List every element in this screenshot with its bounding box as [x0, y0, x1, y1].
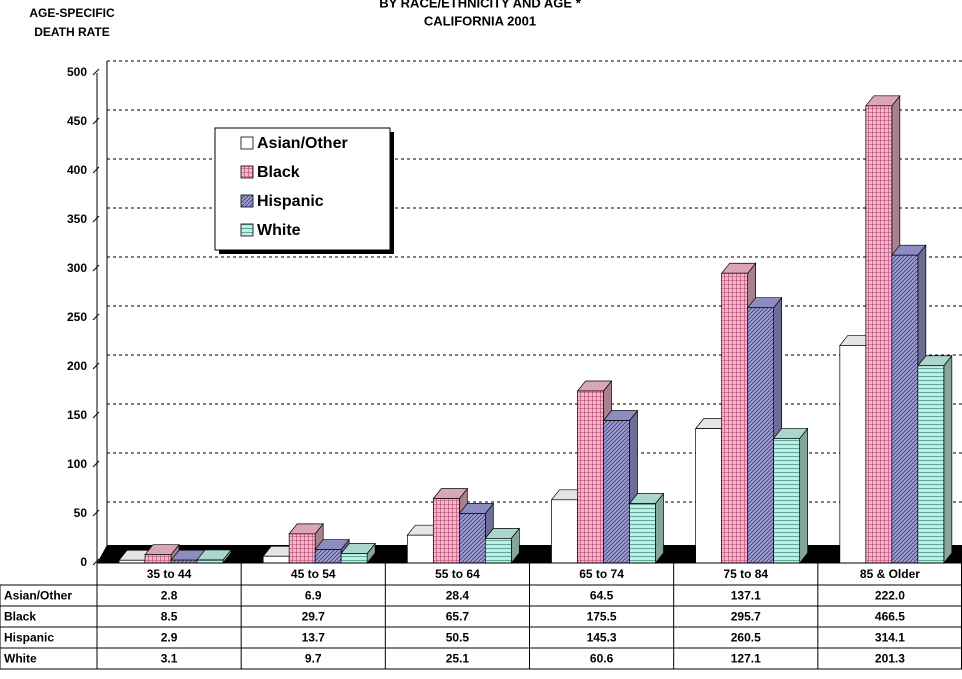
table-cell: 13.7: [302, 631, 326, 645]
x-tick-label: 85 & Older: [860, 567, 920, 581]
bar: [340, 553, 368, 564]
bar: [577, 390, 604, 564]
bar: [721, 272, 749, 564]
y-tick-label: 50: [74, 506, 88, 520]
legend-label: Asian/Other: [257, 135, 348, 152]
y-tick-label: 450: [67, 114, 87, 128]
y-tick-label: 350: [67, 212, 87, 226]
tick-mark: [92, 215, 100, 223]
x-tick-label: 55 to 64: [435, 567, 480, 581]
tick-mark: [92, 68, 100, 76]
table-row-label: White: [4, 652, 37, 666]
bar: [917, 365, 945, 564]
table-cell: 222.0: [875, 589, 905, 603]
legend-swatch: [240, 223, 254, 237]
table-cell: 29.7: [302, 610, 326, 624]
table-cell: 60.6: [590, 652, 614, 666]
chart-subtitle: CALIFORNIA 2001: [424, 13, 536, 28]
table-cell: 6.9: [305, 589, 322, 603]
y-tick-label: 100: [67, 457, 87, 471]
bar-side: [799, 427, 809, 564]
table-cell: 2.8: [161, 589, 178, 603]
bar: [747, 307, 775, 564]
x-tick-label: 45 to 54: [291, 567, 336, 581]
bar: [695, 428, 723, 564]
x-tick-label: 75 to 84: [723, 567, 768, 581]
y-tick-label: 400: [67, 163, 87, 177]
table-cell: 314.1: [875, 631, 905, 645]
legend-swatch: [240, 194, 254, 208]
bar: [288, 533, 316, 564]
tick-mark: [92, 411, 100, 419]
tick-mark: [92, 313, 100, 321]
table-cell: 28.4: [446, 589, 470, 603]
table-row-label: Black: [4, 610, 36, 624]
bar: [629, 503, 656, 564]
table-cell: 3.1: [161, 652, 178, 666]
tick-mark: [92, 558, 100, 566]
table-cell: 260.5: [731, 631, 761, 645]
table-cell: 175.5: [587, 610, 617, 624]
bar: [551, 499, 578, 564]
legend-label: Hispanic: [257, 193, 324, 210]
table-cell: 201.3: [875, 652, 905, 666]
bar: [314, 549, 342, 564]
bar: [262, 555, 290, 564]
tick-mark: [92, 264, 100, 272]
bar: [865, 105, 893, 564]
bar: [406, 534, 434, 564]
bar: [891, 254, 919, 564]
tick-mark: [92, 509, 100, 517]
tick-mark: [92, 460, 100, 468]
tick-mark: [92, 166, 100, 174]
bar-side: [655, 492, 664, 564]
table-cell: 65.7: [446, 610, 470, 624]
legend-swatch: [240, 165, 254, 179]
table-cell: 295.7: [731, 610, 761, 624]
table-cell: 25.1: [446, 652, 470, 666]
table-cell: 9.7: [305, 652, 322, 666]
tick-mark: [92, 117, 100, 125]
legend-label: Black: [257, 164, 300, 181]
chart-title: BY RACE/ETHNICITY AND AGE *: [379, 0, 581, 10]
table-cell: 2.9: [161, 631, 178, 645]
bar: [458, 513, 486, 564]
table-cell: 466.5: [875, 610, 905, 624]
legend-label: White: [257, 222, 301, 239]
legend-swatch: [240, 136, 254, 150]
table-cell: 145.3: [587, 631, 617, 645]
y-tick-label: 300: [67, 261, 87, 275]
table-cell: 64.5: [590, 589, 614, 603]
table-cell: 8.5: [161, 610, 178, 624]
bar: [432, 498, 460, 564]
bar: [603, 420, 630, 564]
y-axis-label: AGE-SPECIFIC: [29, 6, 115, 20]
bar-side: [943, 354, 953, 564]
bar: [773, 438, 801, 564]
table-row-label: Asian/Other: [4, 589, 72, 603]
y-tick-label: 500: [67, 65, 87, 79]
bar: [484, 538, 512, 564]
y-tick-label: 250: [67, 310, 87, 324]
y-tick-label: 200: [67, 359, 87, 373]
y-axis-label: DEATH RATE: [34, 25, 110, 39]
tick-mark: [92, 362, 100, 370]
table-cell: 127.1: [731, 652, 761, 666]
table-cell: 137.1: [731, 589, 761, 603]
bar: [839, 345, 867, 564]
table-row-label: Hispanic: [4, 631, 54, 645]
x-tick-label: 35 to 44: [147, 567, 192, 581]
y-tick-label: 0: [80, 555, 87, 569]
table-cell: 50.5: [446, 631, 470, 645]
bar: [144, 554, 172, 564]
x-tick-label: 65 to 74: [579, 567, 624, 581]
y-tick-label: 150: [67, 408, 87, 422]
